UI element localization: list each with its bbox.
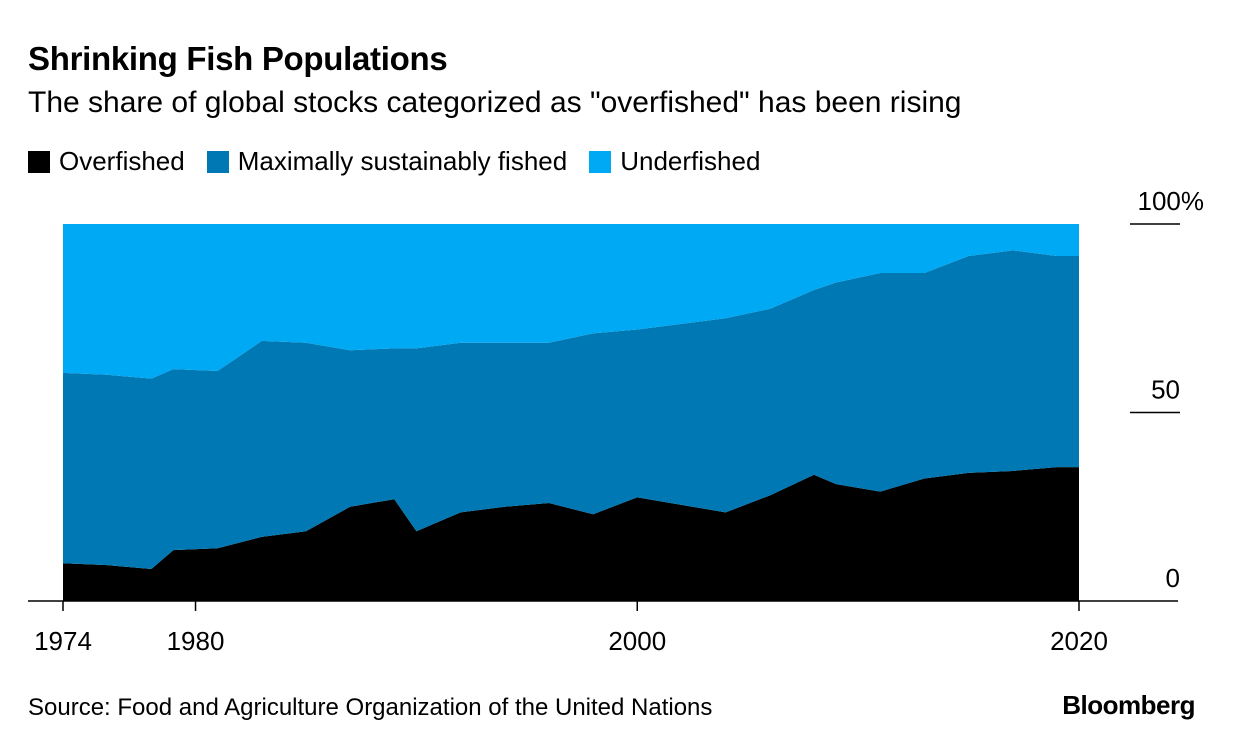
x-tick-label-1974: 1974 <box>34 626 92 656</box>
x-tick-label-2020: 2020 <box>1050 626 1108 656</box>
legend-swatch-underfished <box>589 150 612 173</box>
legend-label-underfished: Underfished <box>620 146 761 176</box>
y-tick-label-50: 50 <box>1151 375 1180 405</box>
source-note: Source: Food and Agriculture Organizatio… <box>28 694 713 721</box>
legend-swatch-overfished <box>28 150 50 173</box>
bloomberg-logo: Bloomberg <box>1062 690 1195 720</box>
legend-swatch-maximally-sustainably-fished <box>206 150 229 173</box>
x-tick-label-1980: 1980 <box>167 626 225 656</box>
legend-item-underfished: Underfished <box>589 146 760 177</box>
y-tick-label-0: 0 <box>1166 563 1180 593</box>
area-overfished <box>63 467 1079 601</box>
legend: Overfished Maximally sustainably fished … <box>28 146 782 177</box>
chart-subtitle: The share of global stocks categorized a… <box>28 86 962 119</box>
area-underfished <box>63 224 1079 379</box>
chart-title: Shrinking Fish Populations <box>28 40 448 77</box>
legend-label-overfished: Overfished <box>59 146 185 176</box>
area-maximally-sustainably-fished <box>63 250 1079 569</box>
legend-item-overfished: Overfished <box>28 146 185 177</box>
x-tick-label-2000: 2000 <box>608 626 666 656</box>
legend-item-maximally-sustainably-fished: Maximally sustainably fished <box>206 146 568 177</box>
legend-label-maximally-sustainably-fished: Maximally sustainably fished <box>237 146 568 176</box>
y-tick-label-100: 100% <box>1138 186 1205 216</box>
